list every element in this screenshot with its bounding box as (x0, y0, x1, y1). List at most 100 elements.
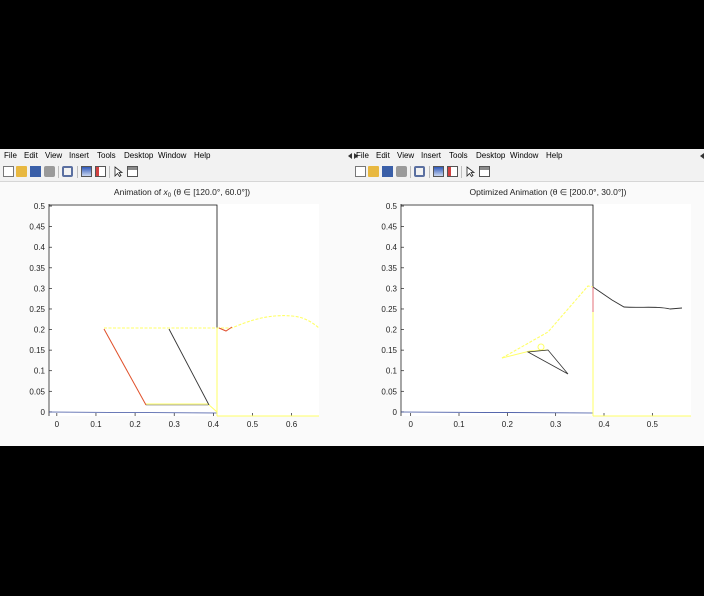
x-tick-label: 0.4 (208, 420, 220, 429)
pointer-icon[interactable] (465, 166, 476, 177)
property-editor-icon[interactable] (479, 166, 490, 177)
x-ticks: 0 0.1 0.2 0.3 0.4 0.5 (408, 413, 658, 429)
x-tick-label: 0.1 (453, 420, 465, 429)
joint-marker (537, 343, 545, 351)
insert-legend-icon[interactable] (95, 166, 106, 177)
menu-desktop[interactable]: Desktop (476, 151, 506, 160)
y-tick-label: 0.2 (386, 326, 398, 335)
y-tick-label: 0.05 (381, 387, 397, 396)
menu-window[interactable]: Window (158, 151, 187, 160)
insert-legend-icon[interactable] (447, 166, 458, 177)
trajectory-trace (501, 285, 594, 359)
open-folder-icon[interactable] (368, 166, 379, 177)
y-tick-label: 0.25 (29, 305, 45, 314)
axes-background (49, 204, 319, 416)
x-tick-label: 0.1 (90, 420, 102, 429)
new-file-icon[interactable] (3, 166, 14, 177)
axes-left: Animation of x0 (θ ∈ [120.0°, 60.0°]) 00… (29, 187, 320, 429)
base-rail (400, 411, 594, 414)
base-rail (48, 411, 218, 414)
toolbar-separator (429, 166, 430, 178)
x-tick-label: 0.3 (169, 420, 181, 429)
axes-background (401, 204, 691, 416)
menu-tools[interactable]: Tools (97, 151, 116, 160)
menu-help[interactable]: Help (546, 151, 563, 160)
window-arrow-icon (354, 153, 358, 159)
open-folder-icon[interactable] (16, 166, 27, 177)
y-tick-label: 0.05 (29, 387, 45, 396)
toolbar-separator (461, 166, 462, 178)
menu-window[interactable]: Window (510, 151, 539, 160)
menu-desktop[interactable]: Desktop (124, 151, 154, 160)
figure-window-left: File Edit View Insert Tools Desktop Wind… (0, 149, 352, 446)
axes-title: Animation of x0 (θ ∈ [120.0°, 60.0°]) (114, 187, 250, 199)
y-tick-label: 0.45 (29, 223, 45, 232)
trajectory-trace (104, 315, 320, 329)
menu-view[interactable]: View (45, 151, 63, 160)
menu-file[interactable]: File (356, 151, 369, 160)
menu-insert[interactable]: Insert (69, 151, 90, 160)
toolbar-separator (77, 166, 78, 178)
insert-colorbar-icon[interactable] (81, 166, 92, 177)
toolbar-separator (109, 166, 110, 178)
x-tick-label: 0.2 (502, 420, 514, 429)
menu-bar: File Edit View Insert Tools Desktop Wind… (352, 149, 704, 163)
y-tick-label: 0.5 (34, 202, 46, 211)
x-tick-label: 0.5 (247, 420, 259, 429)
menu-view[interactable]: View (397, 151, 415, 160)
menu-edit[interactable]: Edit (376, 151, 390, 160)
y-tick-label: 0.1 (386, 367, 398, 376)
x-tick-label: 0.2 (130, 420, 142, 429)
y-tick-label: 0.2 (34, 326, 46, 335)
x-tick-label: 0 (408, 420, 413, 429)
axes-right: Optimized Animation (θ ∈ [200.0°, 30.0°]… (381, 187, 691, 429)
menu-edit[interactable]: Edit (24, 151, 38, 160)
property-editor-icon[interactable] (127, 166, 138, 177)
y-tick-label: 0.35 (29, 264, 45, 273)
print-icon[interactable] (44, 166, 55, 177)
x-tick-label: 0.3 (550, 420, 562, 429)
y-tick-label: 0.1 (34, 367, 46, 376)
save-icon[interactable] (382, 166, 393, 177)
menu-file[interactable]: File (4, 151, 17, 160)
y-tick-label: 0.5 (386, 202, 398, 211)
menu-tools[interactable]: Tools (449, 151, 468, 160)
y-tick-label: 0.15 (381, 346, 397, 355)
y-tick-label: 0.35 (381, 264, 397, 273)
menu-help[interactable]: Help (194, 151, 211, 160)
plot-area: Optimized Animation (θ ∈ [200.0°, 30.0°]… (352, 182, 704, 446)
y-tick-label: 0.3 (386, 284, 398, 293)
y-tick-label: 0.4 (386, 243, 398, 252)
new-file-icon[interactable] (355, 166, 366, 177)
arm-dark (168, 328, 210, 406)
x-tick-label: 0.5 (647, 420, 659, 429)
figure-window-right: File Edit View Insert Tools Desktop Wind… (352, 149, 704, 446)
print-icon[interactable] (396, 166, 407, 177)
pointer-icon[interactable] (113, 166, 124, 177)
figure-toolbar (0, 163, 352, 182)
toolbar-separator (410, 166, 411, 178)
end-effector (218, 326, 233, 332)
y-tick-label: 0.15 (29, 346, 45, 355)
y-tick-label: 0 (41, 408, 46, 417)
menu-insert[interactable]: Insert (421, 151, 442, 160)
y-ticks: 0 0.05 0.1 0.15 0.2 0.25 0.3 0.35 0.4 0.45 0.5 (381, 202, 404, 417)
zoom-icon[interactable] (414, 166, 425, 177)
x-tick-label: 0.6 (286, 420, 298, 429)
x-tick-label: 0.4 (598, 420, 610, 429)
arm-red (103, 328, 147, 406)
arm-dark (526, 349, 569, 375)
zoom-icon[interactable] (62, 166, 73, 177)
toolbar-separator (58, 166, 59, 178)
save-icon[interactable] (30, 166, 41, 177)
x-tick-label: 0 (55, 420, 60, 429)
x-ticks: 0 0.1 0.2 0.3 0.4 0.5 0.6 (55, 413, 298, 429)
insert-colorbar-icon[interactable] (433, 166, 444, 177)
figure-toolbar (352, 163, 704, 182)
y-ticks: 0 0.05 0.1 0.15 0.2 0.25 0.3 0.35 0.4 0.45 0.5 (29, 202, 52, 417)
axes-title: Optimized Animation (θ ∈ [200.0°, 30.0°]… (470, 187, 627, 197)
y-tick-label: 0.25 (381, 305, 397, 314)
window-arrow-icon (700, 153, 704, 159)
y-tick-label: 0.4 (34, 243, 46, 252)
